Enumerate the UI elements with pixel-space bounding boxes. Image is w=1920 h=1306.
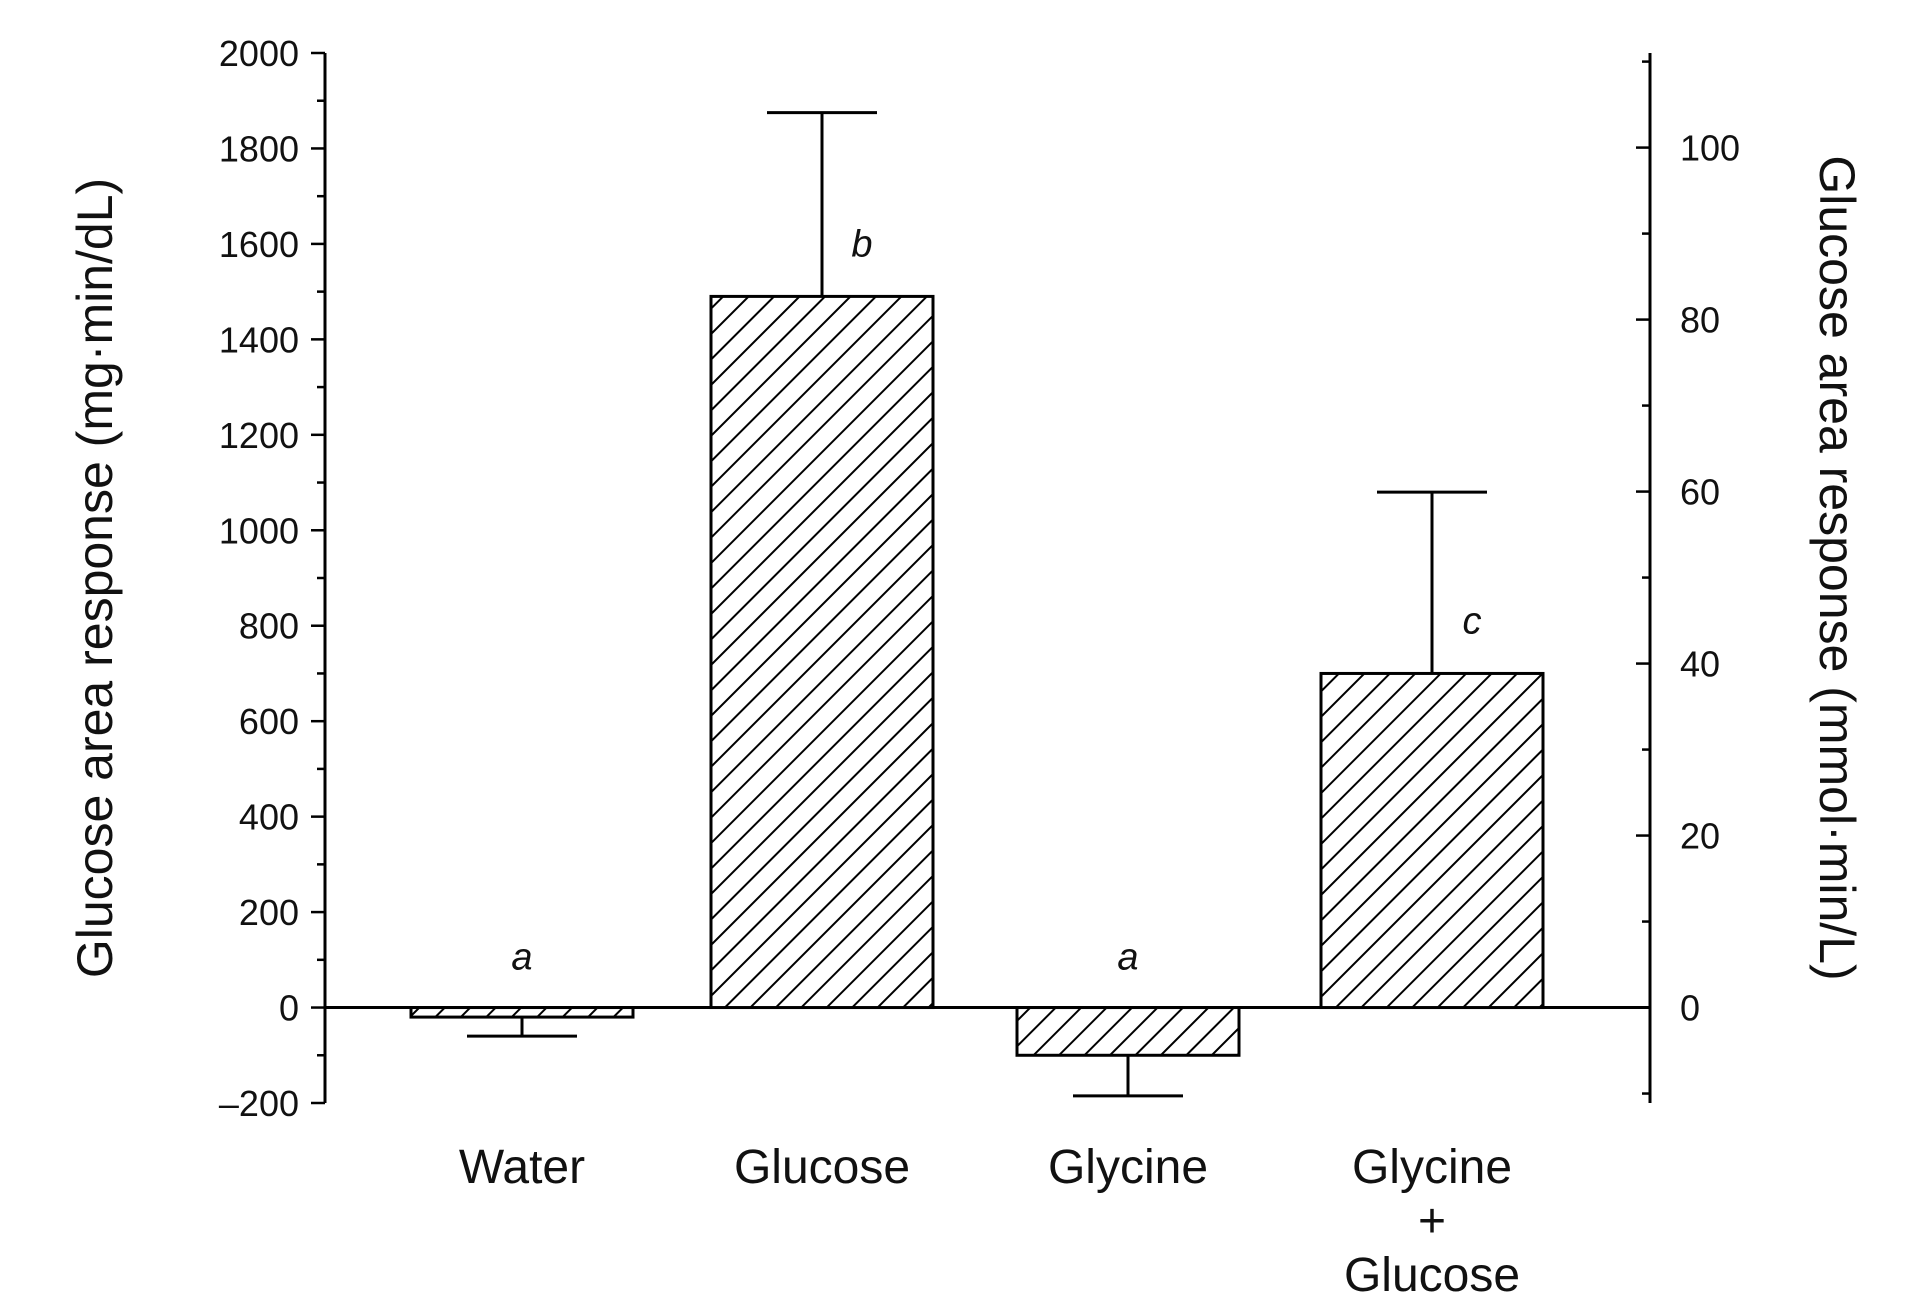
- left-tick-label: 400: [239, 797, 299, 838]
- left-tick-label: 1600: [219, 224, 299, 265]
- left-tick-label: 1400: [219, 319, 299, 360]
- right-tick-label: 40: [1680, 644, 1720, 685]
- left-tick-label: 1800: [219, 128, 299, 169]
- category-label: Glucose: [1344, 1249, 1520, 1302]
- left-tick-label: 200: [239, 892, 299, 933]
- right-tick-label: 80: [1680, 300, 1720, 341]
- right-tick-label: 20: [1680, 816, 1720, 857]
- significance-letter: b: [851, 223, 872, 265]
- left-tick-label: 1000: [219, 510, 299, 551]
- left-tick-label: 2000: [219, 33, 299, 74]
- significance-letter: a: [1117, 937, 1138, 979]
- category-label: +: [1418, 1195, 1446, 1248]
- left-tick-label: 600: [239, 701, 299, 742]
- category-label: Glycine: [1048, 1141, 1208, 1194]
- right-tick-label: 100: [1680, 128, 1740, 169]
- right-tick-label: 0: [1680, 988, 1700, 1029]
- bars: [409, 111, 1545, 1098]
- bar-water: [409, 1006, 635, 1019]
- significance-letter: a: [511, 937, 532, 979]
- category-label: Glycine: [1352, 1141, 1512, 1194]
- bar-glucose: [709, 294, 935, 1010]
- right-axis-title: Glucose area response (mmol·min/L): [1809, 155, 1865, 980]
- left-axis-title: Glucose area response (mg·min/dL): [67, 178, 123, 978]
- left-tick-label: –200: [219, 1083, 299, 1124]
- left-tick-label: 0: [279, 988, 299, 1029]
- labels: –200020040060080010001200140016001800200…: [67, 33, 1865, 1302]
- category-label: Water: [459, 1141, 585, 1194]
- category-label: Glucose: [734, 1141, 910, 1194]
- left-tick-label: 800: [239, 606, 299, 647]
- bar-glycine: [1319, 671, 1545, 1010]
- significance-letter: c: [1463, 600, 1482, 642]
- right-tick-label: 60: [1680, 472, 1720, 513]
- bar-glycine: [1015, 1006, 1241, 1057]
- left-tick-label: 1200: [219, 415, 299, 456]
